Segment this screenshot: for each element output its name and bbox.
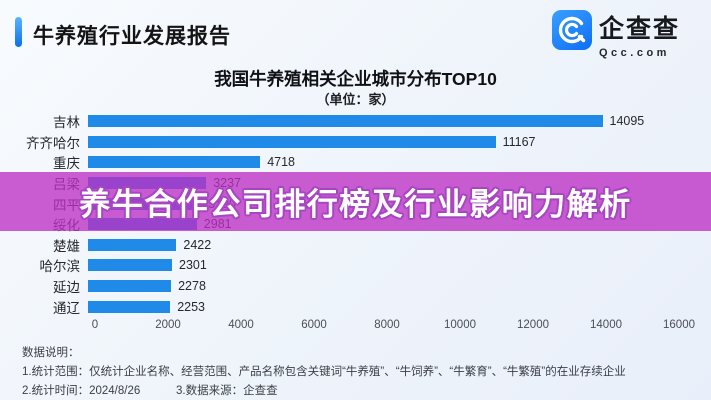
chart-row: 通辽 2253	[0, 296, 711, 317]
data-notes-date: 2.统计时间：2024/8/26	[22, 385, 141, 397]
value-label: 2278	[178, 279, 206, 294]
category-label: 重庆	[53, 156, 80, 172]
value-label: 11167	[502, 134, 536, 149]
value-label: 2301	[179, 258, 207, 273]
value-label: 2253	[177, 299, 205, 314]
data-notes-scope: 1.统计范围：仅统计企业名称、经营范围、产品名称包含关键词“牛养殖”、“牛饲养”…	[22, 366, 626, 378]
bar	[88, 115, 603, 128]
chart-title: 我国牛养殖相关企业城市分布TOP10	[214, 69, 497, 89]
chart-row: 哈尔滨 2301	[0, 255, 711, 276]
chart-row: 楚雄 2422	[0, 235, 711, 256]
x-tick-label: 4000	[228, 319, 254, 331]
chart-row: 吉林 14095	[0, 111, 711, 132]
x-axis: 0 2000 4000 6000 8000 10000 12000 14000 16000	[0, 319, 711, 333]
overlay-band: 养牛合作公司排行榜及行业影响力解析	[0, 172, 711, 231]
data-notes-source: 3.数据来源：企查查	[176, 385, 278, 397]
overlay-headline: 养牛合作公司排行榜及行业影响力解析	[79, 187, 632, 222]
category-label: 楚雄	[53, 238, 80, 254]
bar	[88, 280, 172, 293]
qcc-brand-name: 企查查	[599, 15, 681, 43]
x-tick-label: 16000	[663, 319, 695, 331]
value-label: 2422	[183, 237, 212, 252]
x-tick-label: 8000	[374, 319, 400, 331]
report-title: 牛养殖行业发展报告	[33, 25, 231, 48]
category-label: 通辽	[53, 300, 80, 316]
qcc-logo: 企查查 Qcc.com	[552, 9, 702, 59]
x-tick-label: 0	[91, 319, 99, 331]
x-tick-label: 12000	[517, 319, 549, 331]
qcc-logo-icon	[552, 10, 592, 50]
data-notes-heading: 数据说明：	[22, 347, 80, 359]
bar	[88, 156, 261, 169]
bar	[88, 238, 177, 251]
chart-row: 重庆 4718	[0, 152, 711, 173]
x-tick-label: 6000	[301, 319, 327, 331]
bar	[88, 300, 171, 313]
x-tick-label: 14000	[590, 319, 622, 331]
value-label: 4718	[267, 155, 295, 170]
category-label: 齐齐哈尔	[26, 135, 80, 151]
value-label: 14095	[609, 114, 645, 129]
category-label: 哈尔滨	[39, 259, 81, 275]
x-tick-label: 2000	[155, 319, 181, 331]
chart-row: 齐齐哈尔 11167	[0, 132, 711, 153]
header-accent-bar	[15, 17, 22, 47]
qcc-logo-text: 企查查 Qcc.com	[599, 9, 680, 59]
bar	[88, 135, 496, 148]
bar	[88, 259, 172, 272]
qcc-domain: Qcc.com	[599, 47, 670, 59]
category-label: 延边	[53, 280, 80, 296]
chart-row: 延边 2278	[0, 276, 711, 297]
category-label: 吉林	[53, 115, 80, 131]
chart-unit-subtitle: （单位：家）	[316, 92, 395, 107]
x-tick-label: 10000	[444, 319, 476, 331]
